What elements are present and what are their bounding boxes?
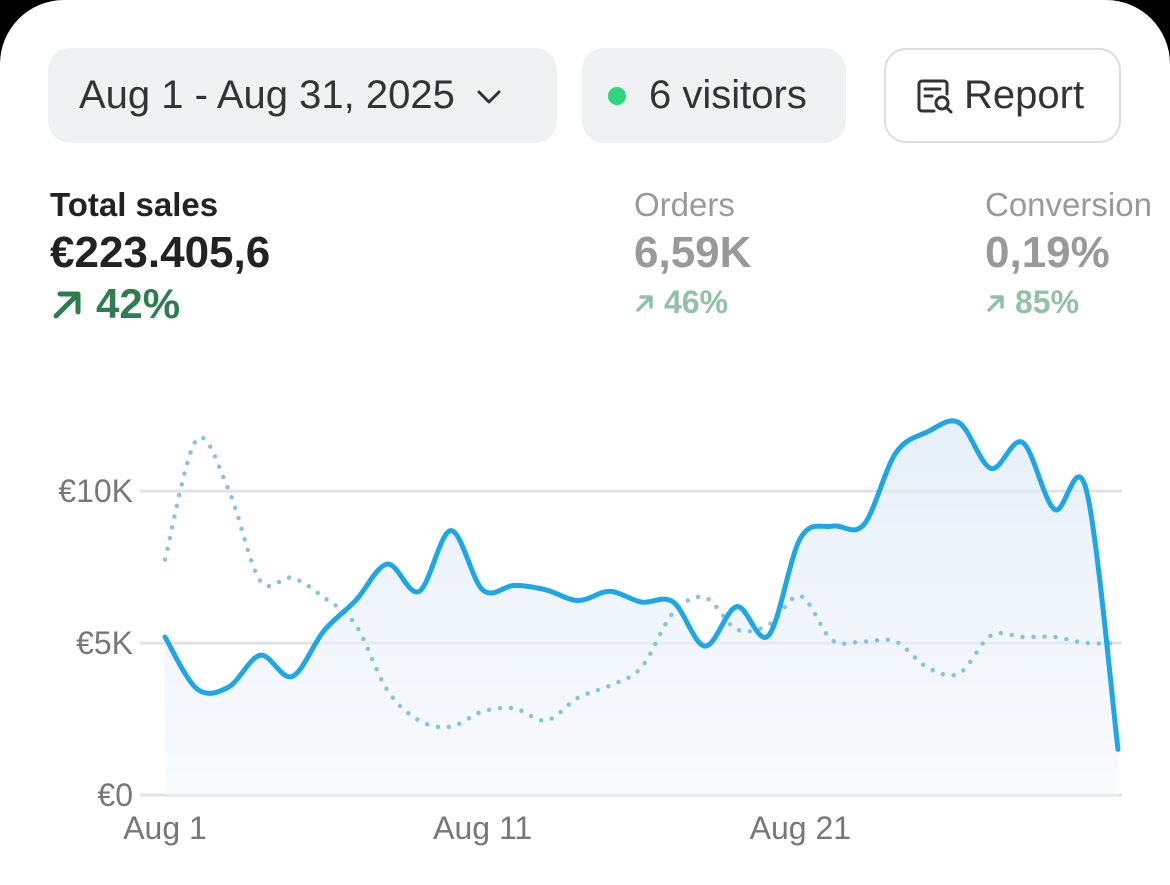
metric-value: €223.405,6 xyxy=(50,228,271,277)
y-tick-label: €0 xyxy=(97,777,133,813)
line xyxy=(162,418,1121,752)
y-tick-label: €5K xyxy=(76,625,133,661)
metric-change: 42% xyxy=(50,280,270,328)
metric-change-value: 46% xyxy=(664,284,729,320)
visitors: 6 visitors xyxy=(649,73,807,117)
metric-change-value: 85% xyxy=(1015,284,1080,320)
chevron-icon xyxy=(477,90,501,103)
metric-label: Orders xyxy=(634,186,735,223)
report-label: Report xyxy=(964,73,1085,117)
metric-label: Conversion xyxy=(985,186,1152,223)
up-arrow-icon xyxy=(987,294,1004,312)
report-button[interactable]: Report xyxy=(884,48,1121,143)
up-arrow-icon xyxy=(636,294,653,312)
metric-change-value: 42% xyxy=(96,280,181,327)
metric[interactable]: Orders 6,59K 46% xyxy=(634,186,751,321)
metric-value: 0,19% xyxy=(985,228,1110,277)
metric-label: Total sales xyxy=(50,186,219,223)
x-tick-label: Aug 21 xyxy=(750,810,851,846)
metric-value: 6,59K xyxy=(634,228,752,277)
metric-change: 46% xyxy=(634,284,751,321)
x-tick-label: Aug 1 xyxy=(123,810,207,846)
line xyxy=(162,435,1121,730)
metric[interactable]: Conversion 0,19% 85% xyxy=(985,186,1152,321)
date-range: Aug 1 - Aug 31, 2025 xyxy=(79,73,455,117)
report-icon xyxy=(917,79,953,113)
date-range-picker[interactable]: Aug 1 - Aug 31, 2025 xyxy=(48,48,557,143)
up-arrow-icon xyxy=(53,291,81,319)
y-tick-label: €10K xyxy=(58,473,133,509)
metric-change: 85% xyxy=(985,284,1152,321)
visitors-button[interactable]: 6 visitors xyxy=(582,48,846,143)
metric[interactable]: Total sales €223.405,6 42% xyxy=(50,186,270,328)
area xyxy=(165,420,1118,795)
x-tick-label: Aug 11 xyxy=(433,810,532,846)
live-dot xyxy=(608,86,626,105)
